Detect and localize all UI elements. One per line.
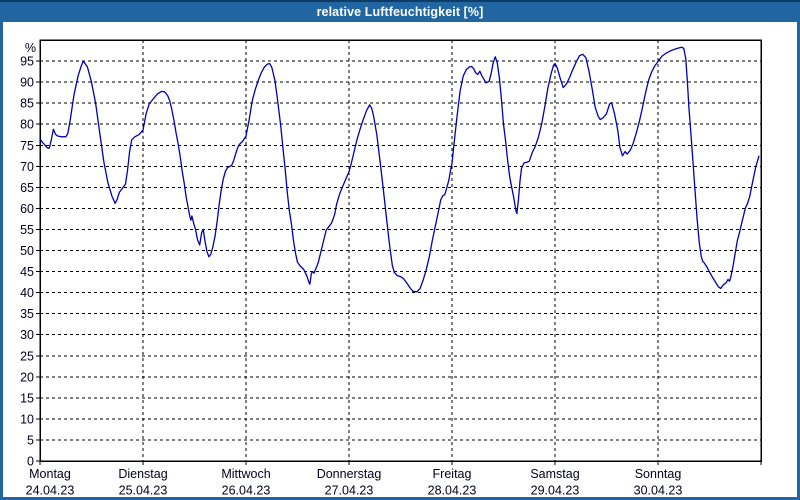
x-axis-day-name: Montag (29, 467, 71, 481)
y-axis-tick-label: 15 (20, 391, 34, 405)
x-axis-day-date: 26.04.23 (222, 484, 271, 498)
x-axis-day-name: Dienstag (118, 467, 167, 481)
y-axis-tick-label: 20 (20, 370, 34, 384)
x-axis-day-name: Freitag (433, 467, 472, 481)
y-axis-tick-label: 90 (20, 76, 34, 90)
y-axis-tick-label: 25 (20, 349, 34, 363)
gridlines (40, 40, 761, 461)
y-axis-tick-label: 95 (20, 55, 34, 69)
plot-frame (39, 39, 762, 462)
x-axis-day-date: 27.04.23 (325, 484, 374, 498)
x-axis-day-name: Donnerstag (317, 467, 382, 481)
x-axis-day-date: 30.04.23 (634, 484, 683, 498)
y-axis-tick-label: 65 (20, 181, 34, 195)
y-axis-tick-label: 10 (20, 412, 34, 426)
y-axis-unit-label: % (25, 41, 36, 55)
y-axis-tick-label: 60 (20, 202, 34, 216)
window-titlebar: relative Luftfeuchtigkeit [%] (0, 0, 800, 22)
y-axis-tick-label: 80 (20, 118, 34, 132)
y-axis-tick-label: 30 (20, 328, 34, 342)
y-axis-tick-label: 70 (20, 160, 34, 174)
chart-canvas: 0 5 10 15 20 25 30 35 40 45 50 55 60 65 70 75 80 85 90 95% M… (20, 39, 762, 498)
x-axis-day-name: Sonntag (635, 467, 682, 481)
y-axis-tick-label: 45 (20, 265, 34, 279)
y-axis-tick-label: 50 (20, 244, 34, 258)
x-axis-day-date: 25.04.23 (119, 484, 168, 498)
x-axis-day-date: 28.04.23 (428, 484, 477, 498)
y-axis-tick-label: 35 (20, 307, 34, 321)
window-title: relative Luftfeuchtigkeit [%] (316, 5, 484, 19)
x-axis-day-date: 29.04.23 (531, 484, 580, 498)
y-axis-tick-label: 85 (20, 97, 34, 111)
x-axis-day-date: 24.04.23 (26, 484, 75, 498)
y-axis-tick-label: 55 (20, 223, 34, 237)
x-axis-day-name: Samstag (530, 467, 579, 481)
x-axis-day-name: Mittwoch (221, 467, 270, 481)
y-axis-tick-label: 0 (27, 455, 34, 469)
humidity-series-line (39, 46, 760, 293)
y-axis-tick-label: 5 (27, 433, 34, 447)
y-axis-labels: 0 5 10 15 20 25 30 35 40 45 50 55 60 65 70 75 80 85 90 95% (20, 41, 36, 469)
x-axis-labels: Montag 24.04.23 Dienstag 25.04.23 Mittwoch 26… (26, 467, 683, 498)
y-axis-tick-label: 75 (20, 139, 34, 153)
y-axis-tick-label: 40 (20, 286, 34, 300)
